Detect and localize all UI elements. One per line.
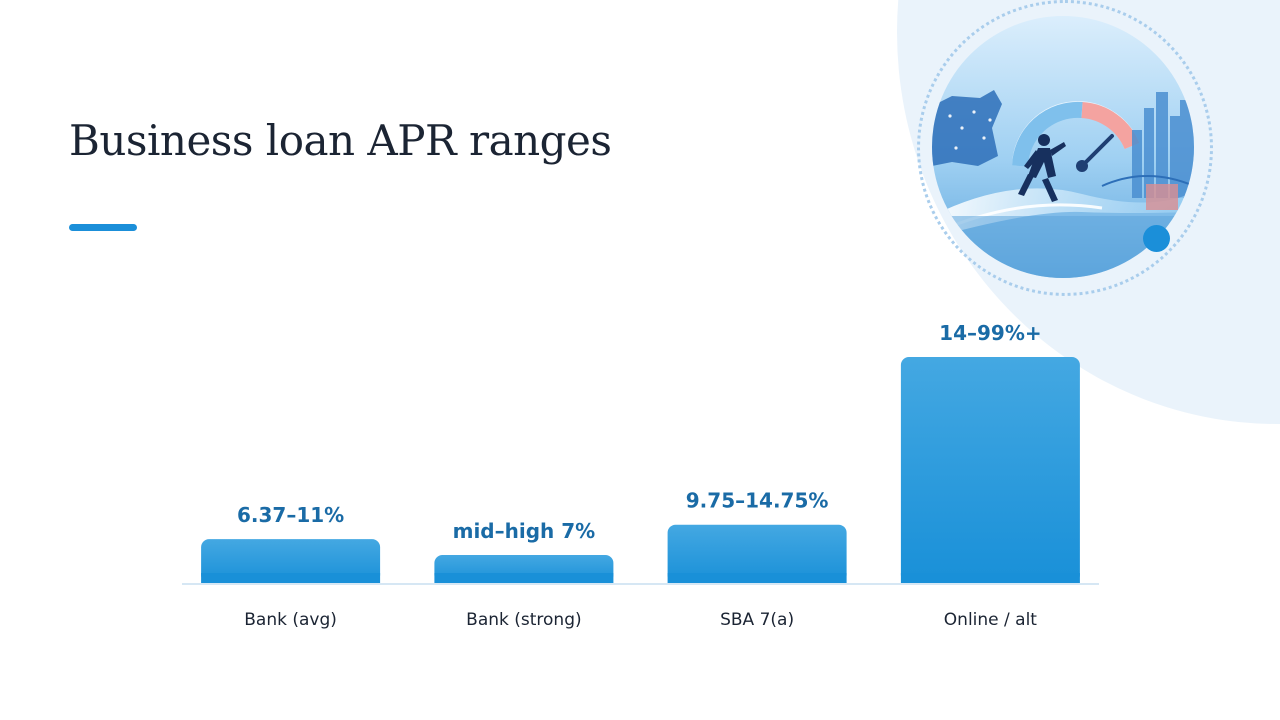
bar-value-label-1: mid–high 7%	[453, 519, 596, 543]
bar-base-1	[434, 573, 614, 583]
category-label-0: Bank (avg)	[244, 610, 337, 630]
title-underline	[69, 224, 137, 231]
category-label-2: SBA 7(a)	[720, 610, 794, 630]
accent-dot	[1143, 225, 1170, 252]
bar-base-2	[667, 573, 847, 583]
page-title: Business loan APR ranges	[69, 116, 612, 165]
category-label-3: Online / alt	[944, 610, 1038, 630]
category-label-1: Bank (strong)	[466, 610, 581, 630]
bar-value-label-3: 14–99%+	[939, 321, 1041, 345]
bar-base-0	[201, 573, 381, 583]
business-speed-illustration-icon	[932, 16, 1194, 278]
bar-base-3	[900, 573, 1080, 583]
bar-value-label-0: 6.37–11%	[237, 503, 344, 527]
bar-value-label-2: 9.75–14.75%	[686, 489, 829, 513]
dotted-ring-decoration	[917, 0, 1213, 296]
bar-0	[201, 539, 381, 583]
bar-3	[900, 357, 1080, 583]
bar-2	[667, 524, 847, 583]
